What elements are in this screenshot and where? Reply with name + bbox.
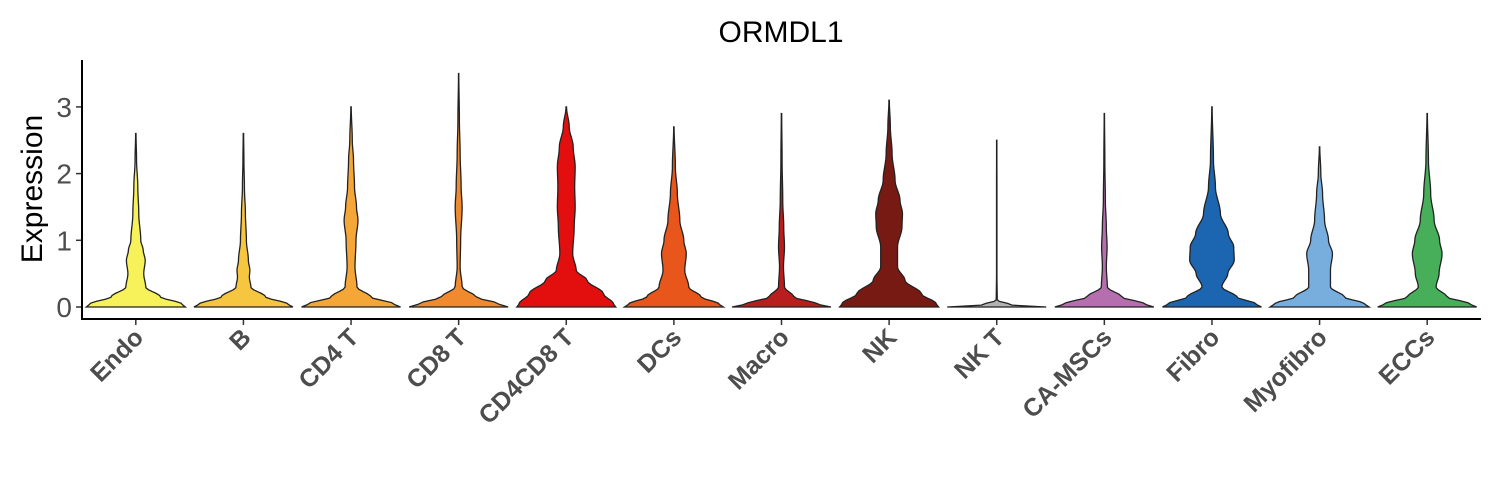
violin-myofibro xyxy=(1267,146,1372,308)
y-tick-label: 2 xyxy=(56,159,72,190)
violin-cd4cd8-t xyxy=(515,106,618,308)
violin-nk-t xyxy=(947,139,1047,308)
x-tick-label: NK T xyxy=(949,323,1010,384)
x-tick-label: CD8 T xyxy=(401,323,472,394)
violin-group xyxy=(84,72,1477,308)
violin-ca-mscs xyxy=(1054,112,1155,308)
x-tick-label: NK xyxy=(857,323,902,368)
x-tick-label: Fibro xyxy=(1161,323,1225,387)
y-tick-label: 1 xyxy=(56,225,72,256)
violin-nk xyxy=(838,99,941,308)
violin-fibro xyxy=(1162,106,1262,308)
x-axis: Endo B CD4 T CD8 T CD4CD8 T DCs Macro NK NK T CA-… xyxy=(85,319,1440,430)
chart-title: ORMDL1 xyxy=(718,16,843,49)
violin-dcs xyxy=(622,126,726,308)
x-tick-label: CD4CD8 T xyxy=(473,323,579,429)
x-tick-label: Endo xyxy=(85,323,149,387)
x-tick-label: CA-MSCs xyxy=(1017,323,1117,423)
x-tick-label: CD4 T xyxy=(293,323,364,394)
y-axis-label: Expression xyxy=(16,115,49,263)
violin-b xyxy=(193,132,294,308)
violin-eccs xyxy=(1377,112,1477,308)
x-tick-label: Myofibro xyxy=(1238,323,1332,417)
x-tick-label: Macro xyxy=(723,323,795,395)
violin-cd4-t xyxy=(301,106,401,308)
violin-macro xyxy=(731,112,832,308)
y-tick-label: 3 xyxy=(56,92,72,123)
y-tick-label: 0 xyxy=(56,292,72,323)
x-tick-label: ECCs xyxy=(1373,323,1440,390)
y-axis: 0 1 2 3 xyxy=(56,92,82,323)
x-tick-label: B xyxy=(224,323,257,356)
violin-endo xyxy=(84,132,188,308)
violin-cd8-t xyxy=(408,72,509,308)
x-tick-label: DCs xyxy=(632,323,687,378)
